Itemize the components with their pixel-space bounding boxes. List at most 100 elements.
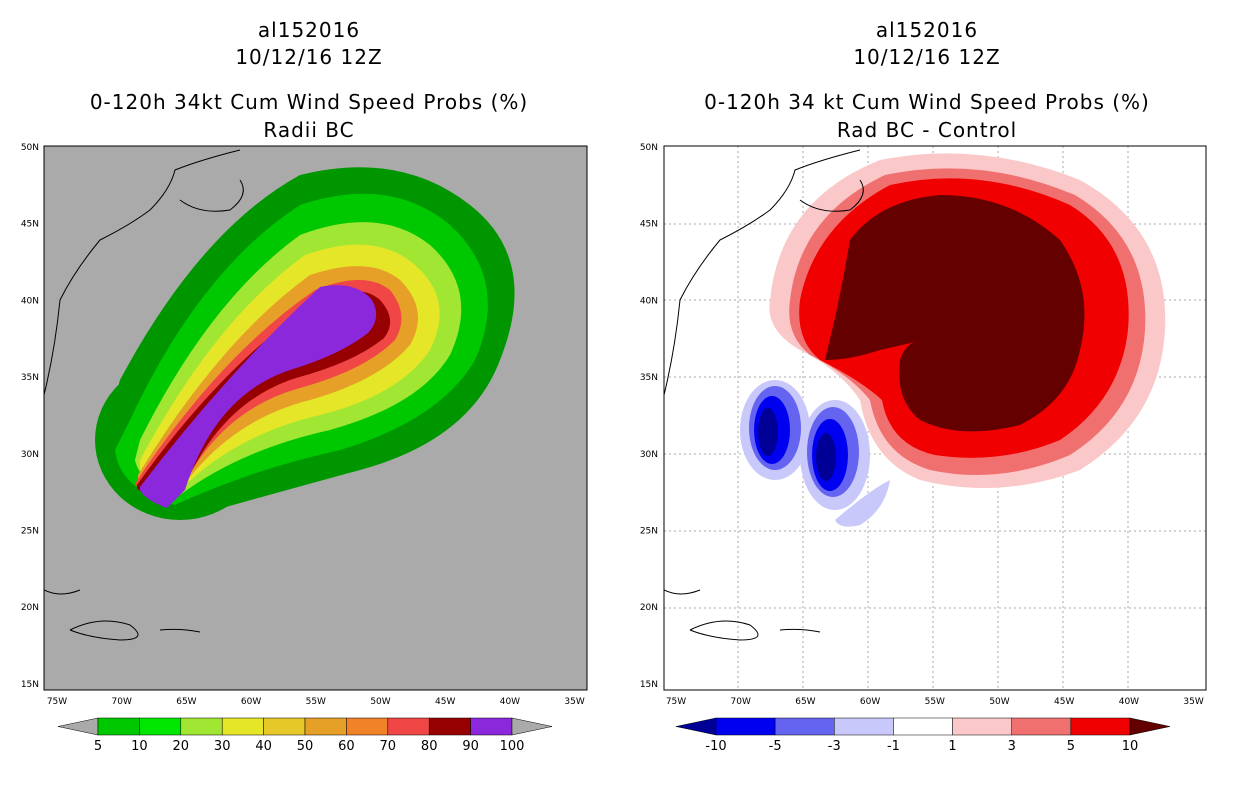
left-colorbar-segment-4 bbox=[221, 717, 264, 736]
right-map bbox=[663, 145, 1207, 691]
right-colorbar-segment-4 bbox=[893, 717, 953, 736]
left-colorbar-segment-3 bbox=[180, 717, 223, 736]
right-product-title: 0-120h 34 kt Cum Wind Speed Probs (%) bbox=[704, 90, 1150, 114]
left-colorbar-label-70: 70 bbox=[380, 739, 397, 754]
right-neg-10-a bbox=[758, 408, 778, 456]
left-lat-label-20N: 20N bbox=[21, 603, 39, 613]
right-colorbar-label-10: 10 bbox=[1122, 739, 1139, 754]
right-colorbar-label--5: -5 bbox=[769, 739, 782, 754]
left-lon-label-60W: 60W bbox=[241, 697, 261, 707]
right-colorbar-label--3: -3 bbox=[828, 739, 841, 754]
left-lon-label-35W: 35W bbox=[564, 697, 584, 707]
right-coastlines bbox=[664, 149, 864, 641]
left-colorbar-label-20: 20 bbox=[173, 739, 190, 754]
right-lat-label-45N: 45N bbox=[640, 220, 658, 230]
left-lat-label-15N: 15N bbox=[21, 680, 39, 690]
right-colorbar-segment-3 bbox=[834, 717, 894, 736]
right-difference-contours bbox=[740, 153, 1166, 527]
left-colorbar-under-triangle bbox=[57, 717, 99, 736]
right-neg-1-c bbox=[835, 480, 890, 527]
right-map-frame bbox=[663, 145, 1207, 691]
left-colorbar-segment-8 bbox=[387, 717, 430, 736]
left-colorbar-segment-9 bbox=[428, 717, 471, 736]
right-lon-tick-labels: 75W 70W 65W 60W 55W 50W 45W 40W 35W bbox=[666, 697, 1204, 707]
left-colorbar: 5 10 20 30 40 50 60 70 80 90 100 bbox=[57, 717, 553, 754]
right-colorbar-under-triangle bbox=[675, 717, 717, 736]
left-storm-id: al152016 bbox=[257, 18, 361, 42]
left-lon-label-40W: 40W bbox=[500, 697, 520, 707]
left-colorbar-label-60: 60 bbox=[338, 739, 355, 754]
right-lon-label-60W: 60W bbox=[860, 697, 880, 707]
left-lat-label-50N: 50N bbox=[21, 143, 39, 153]
right-datetime: 10/12/16 12Z bbox=[853, 45, 1001, 69]
left-lon-label-75W: 75W bbox=[47, 697, 67, 707]
left-map-frame bbox=[43, 145, 588, 691]
left-lon-label-65W: 65W bbox=[176, 697, 196, 707]
left-lat-label-25N: 25N bbox=[21, 527, 39, 537]
left-subtitle: Radii BC bbox=[263, 118, 355, 142]
right-colorbar: -10 -5 -3 -1 1 3 5 10 bbox=[675, 717, 1171, 754]
left-lat-label-45N: 45N bbox=[21, 220, 39, 230]
right-colorbar-over-triangle bbox=[1129, 717, 1171, 736]
left-colorbar-segment-6 bbox=[304, 717, 347, 736]
right-colorbar-segment-1 bbox=[715, 717, 776, 736]
right-colorbar-segment-5 bbox=[952, 717, 1012, 736]
right-lon-label-50W: 50W bbox=[989, 697, 1009, 707]
right-lon-label-55W: 55W bbox=[925, 697, 945, 707]
left-colorbar-label-40: 40 bbox=[255, 739, 272, 754]
left-lon-tick-labels: 75W 70W 65W 60W 55W 50W 45W 40W 35W bbox=[47, 697, 585, 707]
right-lon-label-65W: 65W bbox=[795, 697, 815, 707]
right-colorbar-segment-7 bbox=[1070, 717, 1131, 736]
right-colorbar-label--10: -10 bbox=[705, 739, 726, 754]
right-colorbar-label-3: 3 bbox=[1008, 739, 1016, 754]
right-diff-10 bbox=[825, 195, 1085, 432]
right-lat-label-20N: 20N bbox=[640, 603, 658, 613]
right-lon-label-35W: 35W bbox=[1183, 697, 1203, 707]
left-colorbar-segment-1 bbox=[97, 717, 140, 736]
right-lat-tick-labels: 50N 45N 40N 35N 30N 25N 20N 15N bbox=[640, 143, 658, 690]
left-colorbar-label-100: 100 bbox=[500, 739, 525, 754]
right-lat-label-30N: 30N bbox=[640, 450, 658, 460]
left-map bbox=[43, 145, 588, 691]
left-coastlines bbox=[44, 149, 244, 641]
left-lat-label-40N: 40N bbox=[21, 296, 39, 306]
right-lat-label-25N: 25N bbox=[640, 527, 658, 537]
left-lon-label-50W: 50W bbox=[370, 697, 390, 707]
left-colorbar-label-90: 90 bbox=[462, 739, 479, 754]
right-colorbar-label--1: -1 bbox=[887, 739, 900, 754]
left-lon-label-55W: 55W bbox=[306, 697, 326, 707]
right-lon-label-40W: 40W bbox=[1119, 697, 1139, 707]
left-colorbar-label-30: 30 bbox=[214, 739, 231, 754]
right-lat-label-50N: 50N bbox=[640, 143, 658, 153]
left-prob-100 bbox=[140, 285, 377, 508]
right-colorbar-label-1: 1 bbox=[948, 739, 956, 754]
left-product-title: 0-120h 34kt Cum Wind Speed Probs (%) bbox=[89, 90, 529, 114]
right-lat-label-40N: 40N bbox=[640, 296, 658, 306]
left-colorbar-label-5: 5 bbox=[94, 739, 102, 754]
left-lon-label-70W: 70W bbox=[112, 697, 132, 707]
right-storm-id: al152016 bbox=[875, 18, 979, 42]
right-colorbar-label-5: 5 bbox=[1067, 739, 1075, 754]
left-colorbar-segment-10 bbox=[470, 717, 513, 736]
right-subtitle: Rad BC - Control bbox=[836, 118, 1018, 142]
right-lat-label-35N: 35N bbox=[640, 373, 658, 383]
left-probability-contours bbox=[95, 167, 515, 520]
left-colorbar-segment-7 bbox=[346, 717, 389, 736]
left-lat-tick-labels: 50N 45N 40N 35N 30N 25N 20N 15N bbox=[21, 143, 39, 690]
left-colorbar-label-50: 50 bbox=[297, 739, 314, 754]
right-lon-label-70W: 70W bbox=[731, 697, 751, 707]
right-neg-10-b bbox=[816, 433, 836, 481]
right-colorbar-segment-6 bbox=[1011, 717, 1072, 736]
right-lon-label-45W: 45W bbox=[1054, 697, 1074, 707]
left-lat-label-35N: 35N bbox=[21, 373, 39, 383]
left-colorbar-segment-2 bbox=[139, 717, 182, 736]
left-colorbar-over-triangle bbox=[511, 717, 553, 736]
right-lat-label-15N: 15N bbox=[640, 680, 658, 690]
left-lon-label-45W: 45W bbox=[435, 697, 455, 707]
left-colorbar-segment-5 bbox=[263, 717, 306, 736]
left-colorbar-label-10: 10 bbox=[131, 739, 148, 754]
right-colorbar-segment-2 bbox=[774, 717, 835, 736]
left-datetime: 10/12/16 12Z bbox=[235, 45, 383, 69]
left-lat-label-30N: 30N bbox=[21, 450, 39, 460]
